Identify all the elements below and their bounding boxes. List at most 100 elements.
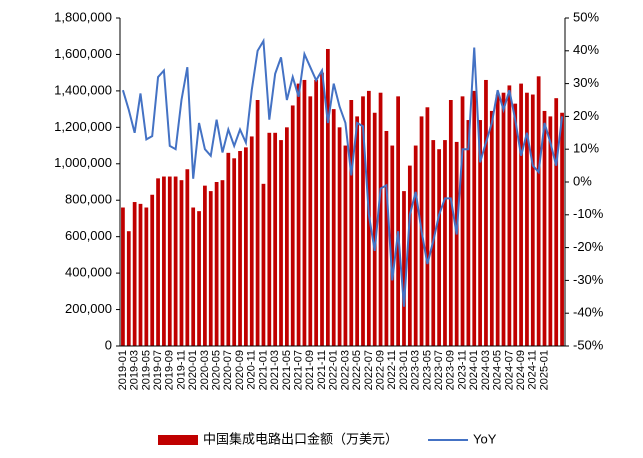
y2-tick-label: 40% <box>573 42 599 57</box>
x-tick-label: 2022-03 <box>339 350 351 390</box>
bar <box>495 94 500 347</box>
x-tick-label: 2023-01 <box>398 350 410 390</box>
y-tick-label: 800,000 <box>65 192 112 207</box>
bar <box>273 132 278 346</box>
bar <box>372 112 377 346</box>
bar <box>425 107 430 347</box>
bar <box>191 207 196 346</box>
bar <box>437 149 441 346</box>
bar <box>208 191 213 346</box>
x-tick-label: 2020-09 <box>234 350 246 390</box>
bar <box>173 176 178 346</box>
y2-tick-label: 50% <box>573 9 599 24</box>
bar <box>530 94 535 347</box>
x-tick-label: 2023-03 <box>410 350 422 390</box>
bar <box>261 183 266 346</box>
bar <box>384 130 389 346</box>
bar <box>507 85 512 346</box>
x-tick-label: 2020-01 <box>187 350 199 390</box>
x-tick-label: 2024-09 <box>515 350 527 390</box>
bar <box>472 90 477 346</box>
bar <box>349 100 354 346</box>
bar <box>448 100 453 346</box>
x-tick-label: 2024-05 <box>492 350 504 390</box>
x-tick-label: 2023-11 <box>456 350 468 390</box>
bar <box>121 207 125 346</box>
bar <box>220 180 225 346</box>
bar <box>290 105 295 346</box>
bar <box>203 185 207 346</box>
y-tick-label: 1,200,000 <box>54 119 112 134</box>
bar <box>150 194 155 346</box>
x-tick-label: 2022-11 <box>386 350 398 390</box>
bar <box>244 147 248 346</box>
bar <box>156 178 160 346</box>
x-tick-label: 2025-01 <box>538 350 550 390</box>
x-tick-label: 2020-07 <box>222 350 234 390</box>
bar <box>132 202 137 346</box>
bar <box>255 100 260 346</box>
bar <box>337 127 342 346</box>
x-tick-label: 2019-03 <box>129 350 141 390</box>
bar <box>308 96 313 346</box>
bar <box>302 79 307 346</box>
bar <box>489 110 494 346</box>
bar <box>179 180 184 346</box>
bar <box>355 116 360 347</box>
x-tick-label: 2019-07 <box>152 350 164 390</box>
y2-tick-label: 10% <box>573 141 599 156</box>
line <box>121 37 564 307</box>
bar <box>413 145 418 346</box>
y-tick-label: 200,000 <box>65 301 112 316</box>
bar <box>296 83 301 346</box>
x-tick-label: 2024-07 <box>503 350 515 390</box>
bar <box>519 83 523 346</box>
bar <box>454 141 459 346</box>
bar <box>478 120 482 347</box>
y2-tick-label: -10% <box>573 206 604 221</box>
y-tick-label: 1,400,000 <box>54 82 112 97</box>
y2-tick-label: -20% <box>573 239 604 254</box>
bar <box>407 165 412 346</box>
y-tick-label: 400,000 <box>65 265 112 280</box>
bar <box>314 79 319 346</box>
y2-tick-label: -40% <box>573 305 604 320</box>
x-tick-label: 2020-03 <box>199 350 211 390</box>
bar <box>484 79 488 346</box>
bar <box>267 132 272 346</box>
x-tick-label: 2022-01 <box>328 350 340 390</box>
x-tick-label: 2019-01 <box>117 350 129 390</box>
bar <box>390 145 395 346</box>
bar <box>378 92 383 346</box>
bar <box>548 116 553 347</box>
x-tick-label: 2022-07 <box>363 350 375 390</box>
bar <box>144 207 149 346</box>
bar <box>232 158 237 346</box>
bar <box>285 127 289 346</box>
bar <box>501 92 506 346</box>
bar <box>320 72 324 347</box>
bar <box>443 140 447 346</box>
bar <box>460 96 465 346</box>
y-tick-label: 600,000 <box>65 228 112 243</box>
legend-label: 中国集成电路出口金额（万美元） <box>203 431 398 446</box>
bar <box>361 96 365 346</box>
bar <box>525 92 529 346</box>
bar <box>214 182 219 346</box>
bar <box>126 231 131 346</box>
bar <box>331 109 336 346</box>
x-tick-label: 2019-05 <box>140 350 152 390</box>
x-tick-label: 2021-01 <box>257 350 269 390</box>
x-tick-label: 2020-11 <box>246 350 258 390</box>
x-tick-label: 2019-11 <box>175 350 187 390</box>
y2-tick-label: -30% <box>573 272 604 287</box>
bar <box>138 203 143 346</box>
bar <box>513 103 518 347</box>
bar <box>167 176 172 346</box>
x-tick-label: 2023-07 <box>433 350 445 390</box>
bar <box>226 152 231 346</box>
x-tick-label: 2021-03 <box>269 350 281 390</box>
x-tick-label: 2019-09 <box>164 350 176 390</box>
bar <box>279 140 283 346</box>
